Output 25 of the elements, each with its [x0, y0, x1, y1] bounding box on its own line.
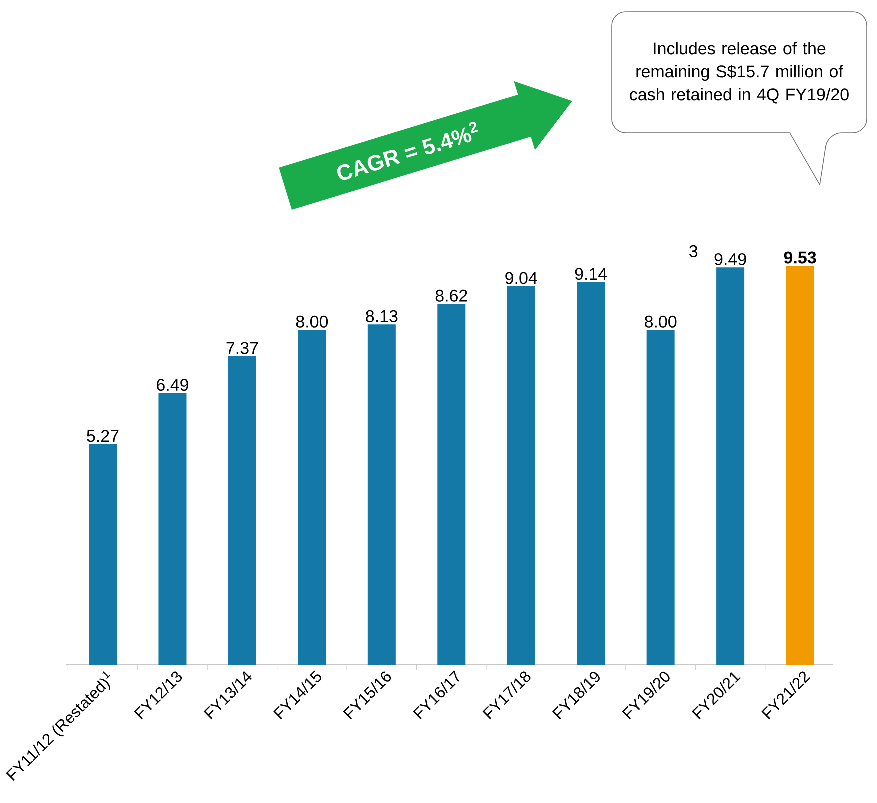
bar — [368, 324, 396, 665]
bar — [298, 330, 326, 665]
text: CAGR = 5.4%$^{2}$ — [337, 122, 479, 180]
bar — [158, 393, 187, 665]
bar — [577, 282, 606, 665]
data-label: 9.14 — [575, 268, 608, 280]
data-label: 8.00 — [645, 316, 677, 328]
bar — [89, 444, 117, 665]
data-label: 8.13 — [366, 310, 398, 322]
data-label: 8.00 — [296, 316, 328, 328]
data-label: 8.62 — [436, 290, 468, 302]
data-label: 7.37 — [226, 342, 258, 354]
bar — [438, 304, 466, 665]
bar — [507, 286, 536, 665]
bar — [228, 356, 256, 665]
data-label: 9.53 — [784, 252, 816, 264]
text: Includes release of the remaining S$15.7 million of cash retained in 4Q FY19/20 — [630, 42, 849, 104]
data-label: 9.49 — [714, 253, 746, 266]
data-label: 5.27 — [87, 430, 119, 442]
bar — [716, 268, 745, 665]
data-label: 6.49 — [157, 379, 188, 392]
bar — [786, 266, 814, 665]
data-label: 9.04 — [506, 272, 538, 284]
annotation: 3 — [690, 245, 698, 258]
bar — [646, 330, 675, 665]
